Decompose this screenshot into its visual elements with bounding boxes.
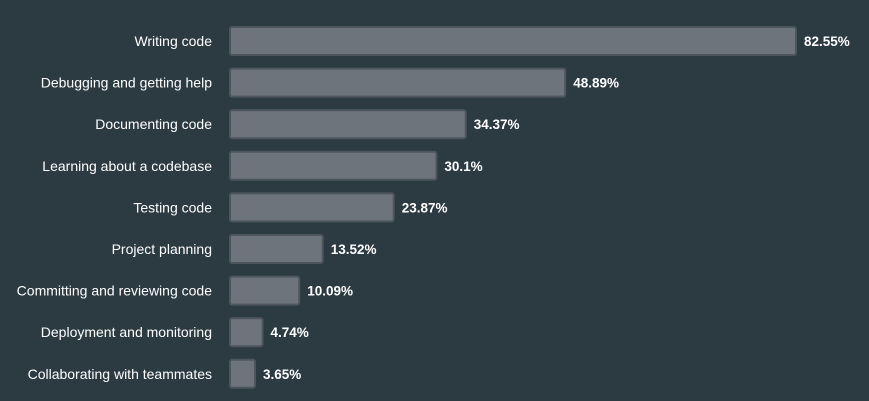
bar (229, 26, 797, 56)
value-label: 23.87% (402, 200, 448, 215)
category-label: Documenting code (95, 116, 212, 132)
bar (229, 192, 395, 223)
bar (229, 150, 438, 181)
category-label: Writing code (134, 33, 212, 49)
value-label: 48.89% (573, 76, 619, 91)
category-label: Learning about a codebase (42, 158, 212, 174)
category-labels-layer: Writing code Debugging and getting help Do… (17, 33, 213, 382)
value-label: 3.65% (263, 367, 301, 382)
category-label: Debugging and getting help (41, 75, 212, 91)
value-label: 30.1% (444, 159, 482, 174)
bar (229, 109, 467, 140)
value-label: 82.55% (804, 34, 850, 49)
category-label: Committing and reviewing code (17, 283, 213, 299)
category-label: Project planning (112, 241, 212, 257)
category-label: Collaborating with teammates (28, 366, 212, 382)
value-label: 13.52% (331, 242, 377, 257)
bar (229, 67, 567, 98)
bar (229, 234, 324, 264)
bar (229, 358, 256, 389)
value-label: 34.37% (474, 117, 520, 132)
value-label: 10.09% (307, 284, 353, 299)
value-labels-layer: 82.55% 48.89% 34.37% 30.1% 23.87% 13.52% 10.09… (263, 34, 850, 382)
bars-layer (229, 26, 797, 389)
bar (229, 275, 301, 306)
category-label: Deployment and monitoring (41, 324, 212, 340)
value-label: 4.74% (271, 325, 309, 340)
category-label: Testing code (133, 199, 212, 215)
bar (229, 317, 264, 348)
